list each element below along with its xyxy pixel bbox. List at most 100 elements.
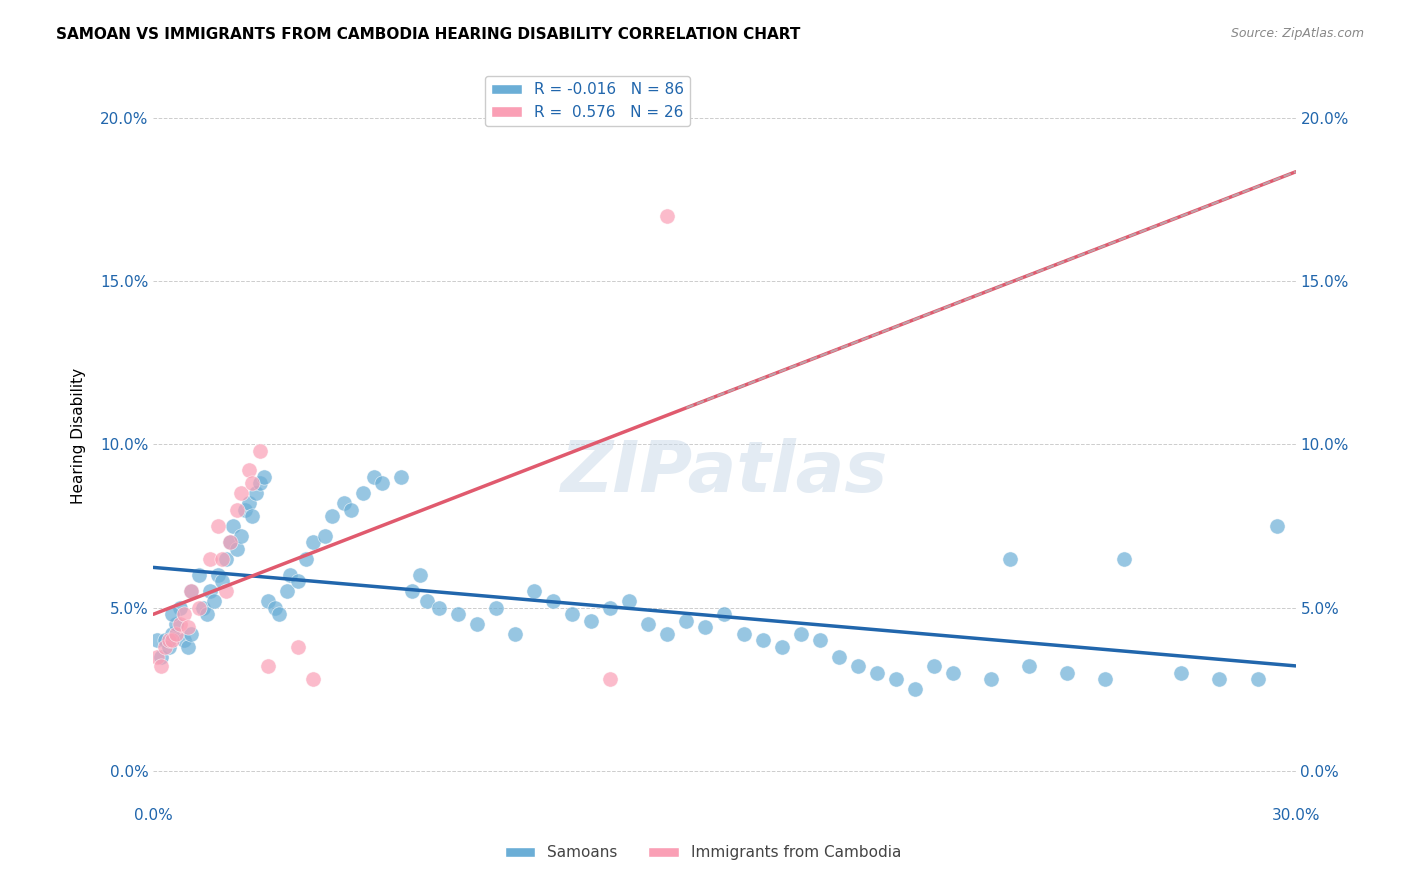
Point: [195, 607, 218, 621]
Point: [523, 584, 546, 599]
Point: [211, 574, 233, 589]
Point: [599, 673, 621, 687]
Legend: Samoans, Immigrants from Cambodia: Samoans, Immigrants from Cambodia: [499, 839, 907, 866]
Point: [226, 541, 249, 556]
Point: [264, 600, 287, 615]
Point: [922, 659, 945, 673]
Point: [218, 535, 240, 549]
Point: [427, 600, 450, 615]
Point: [401, 584, 423, 599]
Point: [942, 665, 965, 680]
Point: [229, 529, 252, 543]
Point: [180, 584, 202, 599]
Point: [162, 607, 184, 621]
Point: [207, 568, 229, 582]
Point: [314, 529, 336, 543]
Point: [1114, 551, 1136, 566]
Point: [657, 209, 679, 223]
Point: [409, 568, 432, 582]
Point: [866, 665, 889, 680]
Point: [599, 600, 621, 615]
Point: [176, 620, 198, 634]
Point: [256, 659, 278, 673]
Point: [389, 470, 412, 484]
Point: [485, 600, 508, 615]
Point: [363, 470, 385, 484]
Point: [561, 607, 583, 621]
Point: [240, 509, 263, 524]
Point: [267, 607, 290, 621]
Point: [789, 626, 811, 640]
Point: [1265, 519, 1288, 533]
Point: [249, 443, 271, 458]
Point: [169, 616, 191, 631]
Point: [416, 594, 439, 608]
Point: [447, 607, 470, 621]
Point: [218, 535, 240, 549]
Point: [340, 502, 363, 516]
Point: [162, 633, 184, 648]
Point: [904, 682, 927, 697]
Point: [1094, 673, 1116, 687]
Point: [1018, 659, 1040, 673]
Point: [191, 600, 214, 615]
Point: [157, 633, 180, 648]
Point: [188, 568, 211, 582]
Point: [211, 551, 233, 566]
Point: [153, 633, 176, 648]
Point: [253, 470, 276, 484]
Point: [846, 659, 869, 673]
Point: [828, 649, 851, 664]
Point: [884, 673, 907, 687]
Point: [637, 616, 659, 631]
Point: [146, 649, 169, 664]
Point: [770, 640, 793, 654]
Point: [980, 673, 1002, 687]
Point: [169, 600, 191, 615]
Point: [207, 519, 229, 533]
Point: [280, 568, 302, 582]
Point: [149, 659, 172, 673]
Point: [240, 476, 263, 491]
Point: [245, 486, 267, 500]
Point: [465, 616, 488, 631]
Point: [188, 600, 211, 615]
Point: [1170, 665, 1192, 680]
Point: [503, 626, 526, 640]
Point: [352, 486, 374, 500]
Point: [332, 496, 354, 510]
Point: [222, 519, 245, 533]
Point: [294, 551, 316, 566]
Point: [1056, 665, 1078, 680]
Point: [695, 620, 717, 634]
Point: [153, 640, 176, 654]
Point: [200, 551, 222, 566]
Point: [302, 535, 325, 549]
Point: [215, 551, 238, 566]
Point: [541, 594, 564, 608]
Text: Source: ZipAtlas.com: Source: ZipAtlas.com: [1230, 27, 1364, 40]
Point: [751, 633, 773, 648]
Point: [165, 616, 187, 631]
Point: [229, 486, 252, 500]
Point: [321, 509, 343, 524]
Point: [287, 640, 309, 654]
Text: ZIPatlas: ZIPatlas: [561, 438, 889, 508]
Point: [579, 614, 602, 628]
Y-axis label: Hearing Disability: Hearing Disability: [72, 368, 86, 504]
Point: [173, 607, 195, 621]
Point: [202, 594, 225, 608]
Point: [180, 584, 202, 599]
Point: [287, 574, 309, 589]
Point: [238, 463, 260, 477]
Text: SAMOAN VS IMMIGRANTS FROM CAMBODIA HEARING DISABILITY CORRELATION CHART: SAMOAN VS IMMIGRANTS FROM CAMBODIA HEARI…: [56, 27, 800, 42]
Point: [657, 626, 679, 640]
Point: [249, 476, 271, 491]
Point: [1246, 673, 1268, 687]
Point: [146, 633, 169, 648]
Point: [733, 626, 755, 640]
Point: [619, 594, 641, 608]
Point: [998, 551, 1021, 566]
Point: [226, 502, 249, 516]
Point: [276, 584, 298, 599]
